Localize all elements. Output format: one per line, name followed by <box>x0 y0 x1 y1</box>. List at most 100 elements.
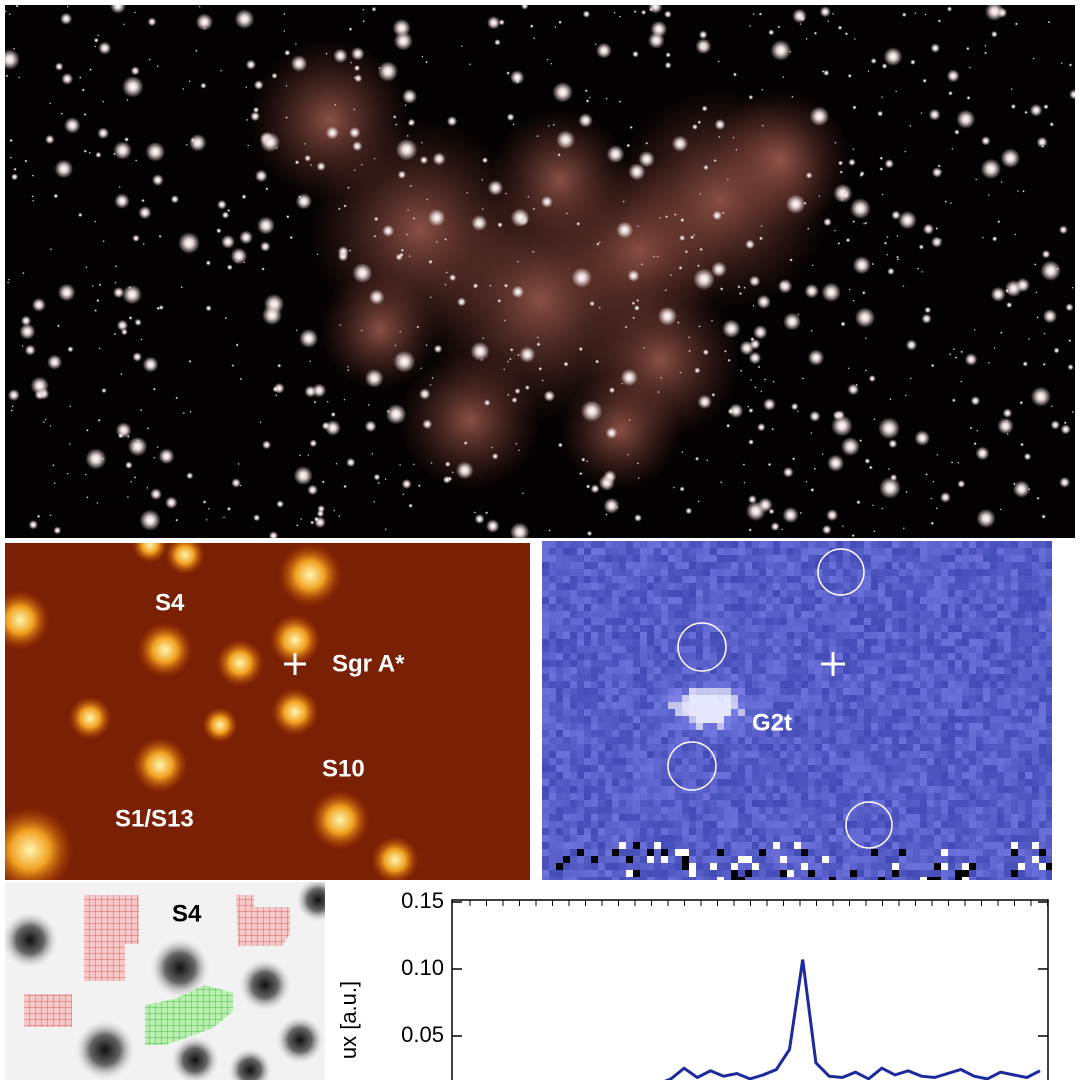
pixel <box>619 709 626 716</box>
pixel <box>906 814 913 821</box>
pixel <box>752 849 759 856</box>
pixel <box>1004 660 1011 667</box>
pixel <box>591 744 598 751</box>
pixel <box>1025 632 1032 639</box>
star <box>79 76 82 79</box>
pixel <box>857 786 864 793</box>
pixel <box>1046 765 1052 772</box>
pixel <box>577 842 584 849</box>
pixel <box>598 695 605 702</box>
pixel <box>703 828 710 835</box>
pixel <box>619 716 626 723</box>
pixel <box>822 835 829 842</box>
pixel <box>808 863 815 870</box>
pixel <box>563 625 570 632</box>
pixel <box>577 737 584 744</box>
star <box>771 427 775 431</box>
pixel <box>717 639 724 646</box>
star <box>231 364 235 367</box>
pixel <box>997 772 1004 779</box>
pixel <box>927 772 934 779</box>
pixel <box>1032 772 1039 779</box>
pixel <box>997 744 1004 751</box>
star <box>368 289 385 305</box>
star <box>93 37 99 43</box>
pixel <box>668 632 675 639</box>
star <box>364 368 384 388</box>
pixel <box>1046 625 1052 632</box>
star <box>760 225 763 228</box>
pixel <box>766 569 773 576</box>
pixel <box>941 674 948 681</box>
pixel <box>577 828 584 835</box>
pixel <box>913 807 920 814</box>
pixel <box>878 835 885 842</box>
star <box>664 10 672 19</box>
pixel <box>654 618 661 625</box>
star <box>692 124 698 130</box>
pixel <box>584 583 591 590</box>
star <box>433 344 443 354</box>
pixel <box>703 863 710 870</box>
pixel <box>717 674 724 681</box>
pixel <box>794 835 801 842</box>
pixel <box>591 800 598 807</box>
pixel <box>661 800 668 807</box>
pixel <box>1046 667 1052 674</box>
pixel <box>668 870 675 877</box>
pixel <box>717 646 724 653</box>
pixel <box>689 870 696 877</box>
pixel <box>703 590 710 597</box>
pixel <box>997 583 1004 590</box>
pixel <box>626 569 633 576</box>
pixel <box>591 576 598 583</box>
star <box>217 199 227 210</box>
pixel <box>1011 814 1018 821</box>
pixel <box>563 555 570 562</box>
pixel <box>675 779 682 786</box>
pixel <box>892 632 899 639</box>
pixel <box>668 660 675 667</box>
pixel <box>759 660 766 667</box>
pixel <box>661 821 668 828</box>
pixel <box>1025 828 1032 835</box>
pixel <box>1046 807 1052 814</box>
pixel <box>654 695 661 702</box>
pixel <box>997 667 1004 674</box>
pixel <box>717 667 724 674</box>
pixel <box>815 688 822 695</box>
pixel <box>808 590 815 597</box>
pixel <box>864 597 871 604</box>
pixel <box>815 723 822 730</box>
pixel <box>1039 576 1046 583</box>
pixel <box>983 758 990 765</box>
pixel <box>773 541 780 548</box>
pixel <box>801 709 808 716</box>
pixel <box>563 632 570 639</box>
star <box>239 377 243 381</box>
pixel <box>1004 667 1011 674</box>
pixel <box>1032 723 1039 730</box>
pixel <box>619 786 626 793</box>
star <box>761 124 764 127</box>
star <box>85 448 107 470</box>
pixel <box>990 856 997 863</box>
star <box>823 69 830 76</box>
pixel <box>731 793 738 800</box>
pixel <box>1018 709 1025 716</box>
pixel <box>563 674 570 681</box>
pixel <box>661 555 668 562</box>
pixel <box>647 611 654 618</box>
pixel <box>731 835 738 842</box>
pixel <box>619 779 626 786</box>
star <box>969 426 973 430</box>
pixel <box>941 779 948 786</box>
pixel <box>969 562 976 569</box>
pixel <box>724 667 731 674</box>
pixel <box>759 737 766 744</box>
star <box>126 99 129 102</box>
pixel <box>745 772 752 779</box>
star <box>519 346 536 363</box>
pixel <box>920 863 927 870</box>
pixel <box>640 849 647 856</box>
